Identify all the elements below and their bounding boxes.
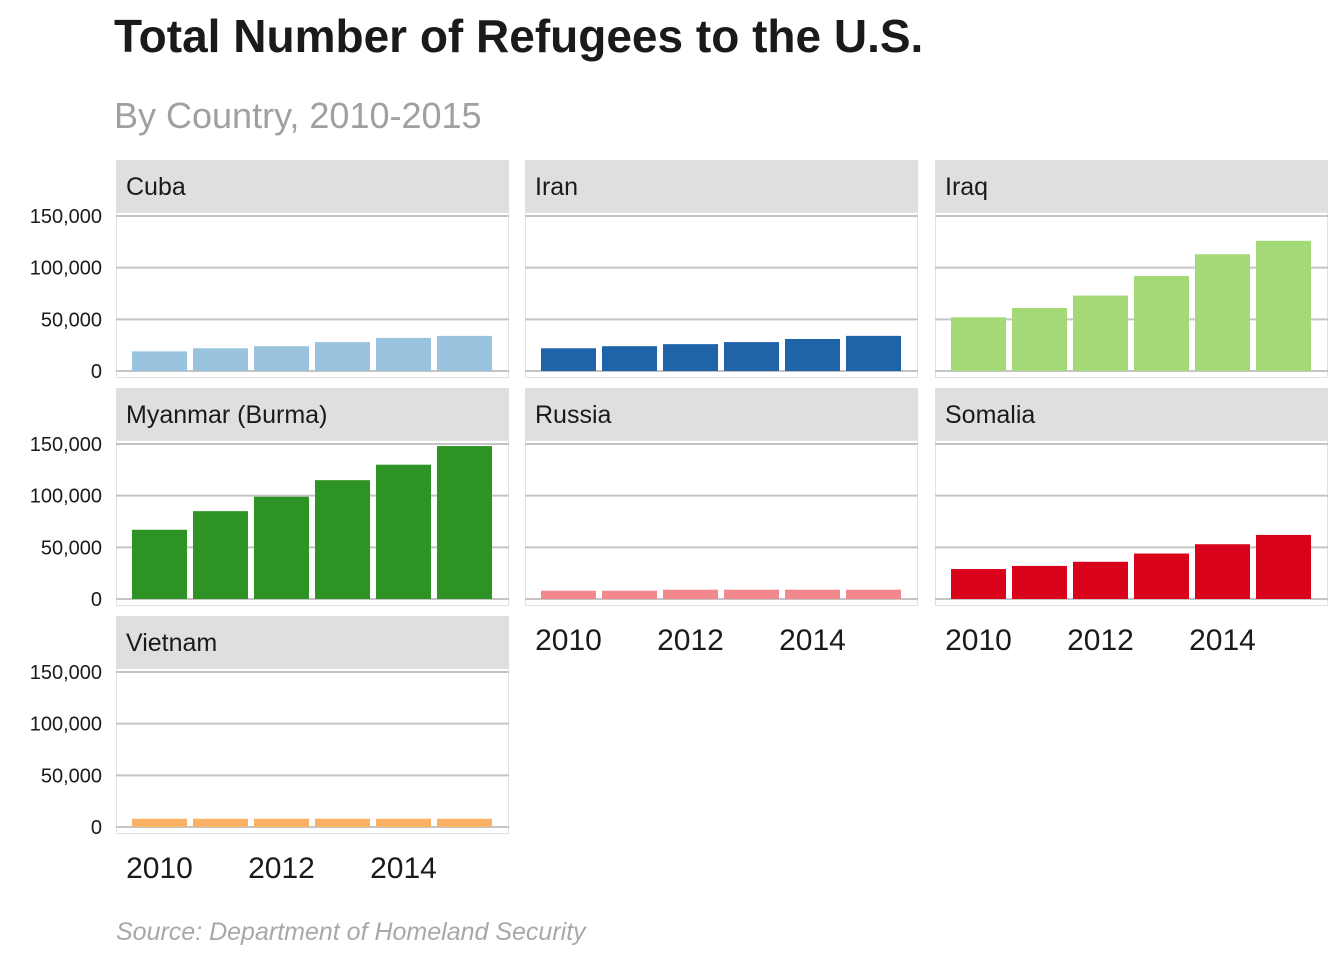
bar-iraq-2012	[1073, 295, 1128, 371]
facet-panel-iraq: Iraq	[935, 160, 1328, 378]
bar-cuba-2012	[254, 346, 309, 371]
facet-strip-label: Cuba	[126, 173, 186, 201]
panel-border	[525, 440, 918, 606]
x-tick-label: 2012	[248, 852, 315, 885]
y-tick-label: 100,000	[30, 714, 102, 736]
bar-iran-2010	[541, 348, 596, 371]
panel-border	[935, 212, 1328, 378]
bar-somalia-2010	[951, 569, 1006, 599]
facet-strip-label: Vietnam	[126, 629, 217, 657]
facet-panel-iran: Iran	[525, 160, 918, 378]
facet-strip	[935, 388, 1328, 440]
panel-border	[525, 212, 918, 378]
facet-strip-label: Iran	[535, 173, 578, 201]
x-tick-label: 2014	[370, 852, 437, 885]
facet-strip-label: Myanmar (Burma)	[126, 401, 327, 429]
panel-border	[116, 668, 509, 834]
bar-iraq-2010	[951, 317, 1006, 371]
chart-subtitle: By Country, 2010-2015	[114, 95, 482, 136]
bar-vietnam-2012	[254, 818, 309, 827]
bar-iran-2015	[846, 335, 901, 371]
bar-myanmar-burma-2012	[254, 496, 309, 599]
panel-border	[935, 440, 1328, 606]
chart-title: Total Number of Refugees to the U.S.	[114, 10, 923, 62]
x-tick-label: 2012	[1067, 624, 1134, 657]
bar-iraq-2014	[1195, 254, 1250, 371]
facet-strip-label: Russia	[535, 401, 612, 429]
bar-vietnam-2011	[193, 818, 248, 827]
y-tick-label: 0	[91, 361, 102, 383]
bar-iraq-2011	[1012, 307, 1067, 371]
facet-strip	[935, 160, 1328, 212]
facet-strip-label: Iraq	[945, 173, 988, 201]
facet-strip	[116, 616, 509, 668]
bar-russia-2014	[785, 589, 840, 599]
bar-myanmar-burma-2013	[315, 480, 370, 599]
x-tick-label: 2012	[657, 624, 724, 657]
facet-strip	[116, 160, 509, 212]
chart-caption: Source: Department of Homeland Security	[116, 918, 587, 946]
bar-somalia-2013	[1134, 553, 1189, 599]
x-tick-label: 2014	[1189, 624, 1256, 657]
y-tick-label: 100,000	[30, 258, 102, 280]
panel-border	[116, 440, 509, 606]
y-tick-label: 150,000	[30, 662, 102, 684]
bar-vietnam-2015	[437, 818, 492, 827]
bar-russia-2015	[846, 589, 901, 599]
bar-russia-2010	[541, 590, 596, 599]
y-tick-label: 50,000	[41, 309, 102, 331]
bar-russia-2011	[602, 590, 657, 599]
bar-iran-2012	[663, 344, 718, 371]
y-tick-label: 100,000	[30, 486, 102, 508]
bar-somalia-2014	[1195, 544, 1250, 599]
bar-iran-2013	[724, 342, 779, 371]
facet-panels: Cuba 0 50,000 100,000 150,000 Iran Iraq Myanmar…	[30, 160, 1328, 885]
bar-cuba-2014	[376, 337, 431, 371]
bar-iran-2011	[602, 346, 657, 371]
x-tick-label: 2010	[535, 624, 602, 657]
bar-cuba-2013	[315, 342, 370, 371]
bar-myanmar-burma-2015	[437, 446, 492, 599]
panel-border	[116, 212, 509, 378]
bar-vietnam-2010	[132, 818, 187, 827]
y-tick-label: 150,000	[30, 434, 102, 456]
x-tick-label: 2010	[126, 852, 193, 885]
bar-iraq-2015	[1256, 240, 1311, 371]
facet-panel-cuba: Cuba 0 50,000 100,000 150,000	[30, 160, 509, 383]
bar-iraq-2013	[1134, 275, 1189, 371]
bar-russia-2013	[724, 589, 779, 599]
bar-myanmar-burma-2014	[376, 464, 431, 599]
facet-strip	[525, 388, 918, 440]
y-tick-label: 0	[91, 817, 102, 839]
bar-somalia-2012	[1073, 561, 1128, 599]
x-tick-label: 2010	[945, 624, 1012, 657]
facet-strip	[525, 160, 918, 212]
facet-panel-vietnam: Vietnam 0 50,000 100,000 150,000 2010 2012 2014	[30, 616, 509, 885]
y-tick-label: 150,000	[30, 206, 102, 228]
facet-panel-myanmar-burma: Myanmar (Burma) 0 50,000 100,000 150,000	[30, 388, 509, 611]
facet-strip-label: Somalia	[945, 401, 1035, 429]
bar-russia-2012	[663, 589, 718, 599]
bar-cuba-2015	[437, 335, 492, 371]
facet-panel-somalia: Somalia 2010 2012 2014	[935, 388, 1328, 657]
y-tick-label: 0	[91, 589, 102, 611]
bar-cuba-2011	[193, 348, 248, 371]
x-tick-label: 2014	[779, 624, 846, 657]
facet-panel-russia: Russia 2010 2012 2014	[525, 388, 918, 657]
y-tick-label: 50,000	[41, 765, 102, 787]
y-tick-label: 50,000	[41, 537, 102, 559]
bar-myanmar-burma-2011	[193, 511, 248, 599]
facet-strip	[116, 388, 509, 440]
bar-iran-2014	[785, 338, 840, 371]
bar-vietnam-2014	[376, 818, 431, 827]
bar-cuba-2010	[132, 351, 187, 371]
bar-vietnam-2013	[315, 818, 370, 827]
bar-somalia-2015	[1256, 534, 1311, 599]
bar-myanmar-burma-2010	[132, 529, 187, 599]
bar-somalia-2011	[1012, 565, 1067, 599]
